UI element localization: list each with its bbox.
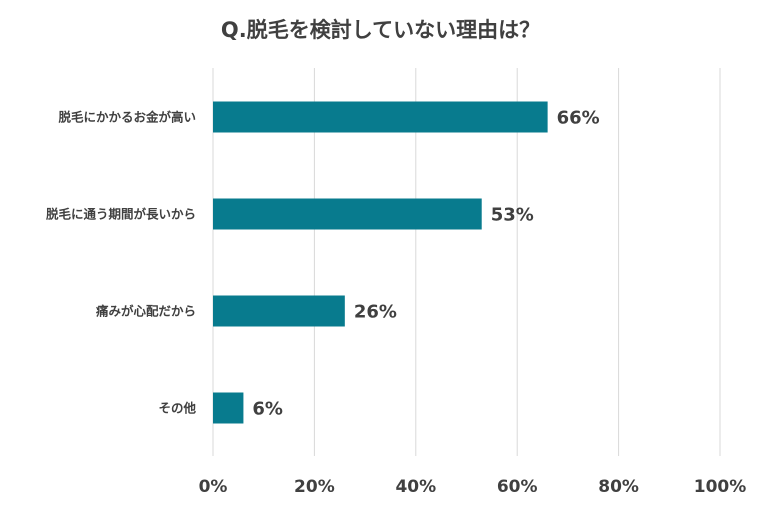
data-label: 6% [252,399,283,420]
bar [213,392,244,424]
x-tick-label: 20% [294,477,335,497]
chart-title: Q.脱毛を検討していない理由は？ [220,18,541,42]
bar [213,198,482,230]
x-tick-label: 40% [395,477,436,497]
bar [213,101,548,133]
x-tick-label: 0% [199,477,228,497]
data-label: 26% [354,302,397,323]
category-label: 痛みが心配だから [95,304,196,319]
data-label: 53% [491,205,534,226]
category-label: 脱毛に通う期間が長いから [46,207,196,222]
bars [213,101,548,424]
labels: 0% 20% 40% 60% 80% 100% 脱毛にかかるお金が高い 66% 脱毛に通う期間が… [46,108,746,498]
x-tick-label: 100% [694,477,747,497]
bar [213,295,345,327]
gridlines [212,68,721,456]
category-label: その他 [158,401,196,416]
category-label: 脱毛にかかるお金が高い [58,110,196,125]
x-tick-label: 60% [497,477,538,497]
data-label: 66% [557,108,600,129]
x-tick-label: 80% [598,477,639,497]
